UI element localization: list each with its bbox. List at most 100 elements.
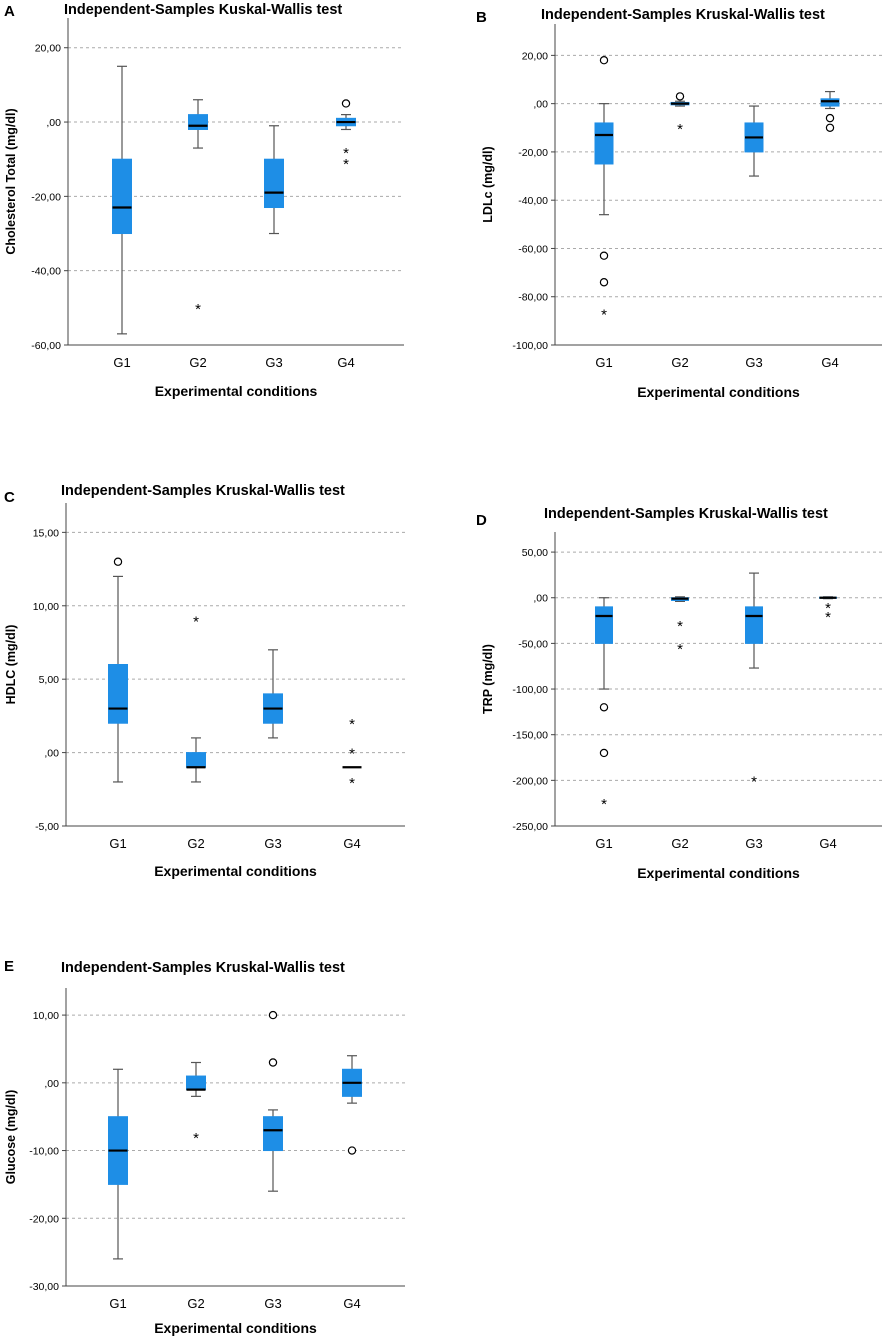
x-tick-label: G1 [109,1296,126,1311]
extreme-point: * [825,609,831,626]
outlier-point [341,99,351,108]
x-axis-label: Experimental conditions [637,384,800,400]
panel-letter: E [4,958,14,975]
x-tick-label: G2 [187,836,204,851]
y-tick-label: -100,00 [512,684,548,696]
y-tick-label: 15,00 [33,527,59,539]
x-tick-label: G1 [109,836,126,851]
x-tick-label: G3 [264,1296,281,1311]
outlier-point [347,1146,357,1155]
y-tick-label: -60,00 [518,243,548,255]
extreme-point: * [349,716,355,733]
x-tick-label: G1 [595,355,612,370]
panel-letter: D [476,512,487,529]
x-axis-label: Experimental conditions [154,863,317,879]
y-axis-label: Glucose (mg/dl) [4,1090,18,1184]
x-tick-label: G3 [265,355,282,370]
outlier-point [599,703,609,712]
x-axis-label: Experimental conditions [154,1320,317,1336]
chart-title: Independent-Samples Kruskal-Wallis test [61,960,345,976]
y-tick-label: ,00 [46,117,61,129]
extreme-point: * [677,121,683,138]
x-tick-label: G3 [745,836,762,851]
y-axis-label: HDLC (mg/dl) [4,625,18,705]
y-tick-label: -5,00 [35,821,59,833]
outlier-point [599,56,609,65]
y-tick-label: 5,00 [39,674,60,686]
outlier-point [825,113,835,123]
box-g2: * [186,613,206,783]
box-body [595,606,613,644]
y-tick-label: -30,00 [29,1281,59,1293]
x-tick-label: G4 [343,1296,360,1311]
x-tick-label: G1 [113,355,130,370]
x-tick-label: G4 [821,355,838,370]
x-tick-label: G1 [595,836,612,851]
box-g2: * [188,99,208,318]
extreme-point: * [601,307,607,324]
box-g1 [108,557,128,783]
outlier-point [268,1058,278,1067]
x-tick-label: G2 [187,1296,204,1311]
y-tick-label: -10,00 [29,1146,59,1158]
panel-letter: A [4,3,15,20]
box-g1: * [595,597,613,813]
y-tick-label: ,00 [533,99,548,111]
chart-title: Independent-Samples Kruskal-Wallis test [61,483,345,499]
x-tick-label: G4 [337,355,354,370]
box-body [112,158,132,235]
extreme-point: * [677,618,683,635]
x-tick-label: G3 [745,355,762,370]
y-tick-label: -50,00 [518,638,548,650]
extreme-point: * [677,641,683,658]
y-tick-label: 50,00 [522,547,548,559]
box-g4: * * * [342,716,362,792]
extreme-point: * [343,156,349,173]
box-g4: ** [336,99,356,173]
x-axis-label: Experimental conditions [637,865,800,881]
x-axis-label: Experimental conditions [155,383,318,399]
box-g1: * [594,56,614,324]
panel-letter: B [476,9,487,26]
box-body [745,606,763,644]
x-tick-label: G2 [671,355,688,370]
y-tick-label: 10,00 [33,1010,59,1022]
y-axis-label: TRP (mg/dl) [481,644,495,714]
box-g4 [820,90,840,132]
box-body [186,1075,206,1091]
x-tick-label: G2 [671,836,688,851]
y-tick-label: 20,00 [522,50,548,62]
y-tick-label: -150,00 [512,730,548,742]
box-body [108,664,128,724]
box-g2: ** [671,596,689,658]
outlier-point [825,123,835,132]
extreme-point: * [343,145,349,162]
y-tick-label: ,00 [44,1078,59,1090]
chart-panel-a: A Independent-Samples Kuskal-Wallis test 2… [4,2,404,399]
outlier-point [113,557,123,566]
y-tick-label: 10,00 [33,601,59,613]
box-body [188,114,208,130]
y-tick-label: -20,00 [518,147,548,159]
outlier-point [268,1010,278,1020]
y-tick-label: -40,00 [518,195,548,207]
box-body [594,122,614,165]
box-g3 [744,105,764,177]
outlier-point [599,278,609,287]
chart-panel-b: B Independent-Samples Kruskal-Wallis test… [476,7,882,400]
x-tick-label: G4 [343,836,360,851]
y-tick-label: -80,00 [518,292,548,304]
extreme-point: * [825,600,831,617]
box-g4: ** [819,596,837,626]
extreme-point: * [349,746,355,763]
box-g1 [108,1068,128,1260]
box-g3 [263,649,283,739]
y-tick-label: ,00 [44,748,59,760]
box-body [263,1116,283,1152]
extreme-point: * [601,796,607,813]
outlier-point [599,251,609,260]
outlier-point [599,748,609,758]
chart-title: Independent-Samples Kuskal-Wallis test [64,2,342,18]
extreme-point: * [349,775,355,792]
